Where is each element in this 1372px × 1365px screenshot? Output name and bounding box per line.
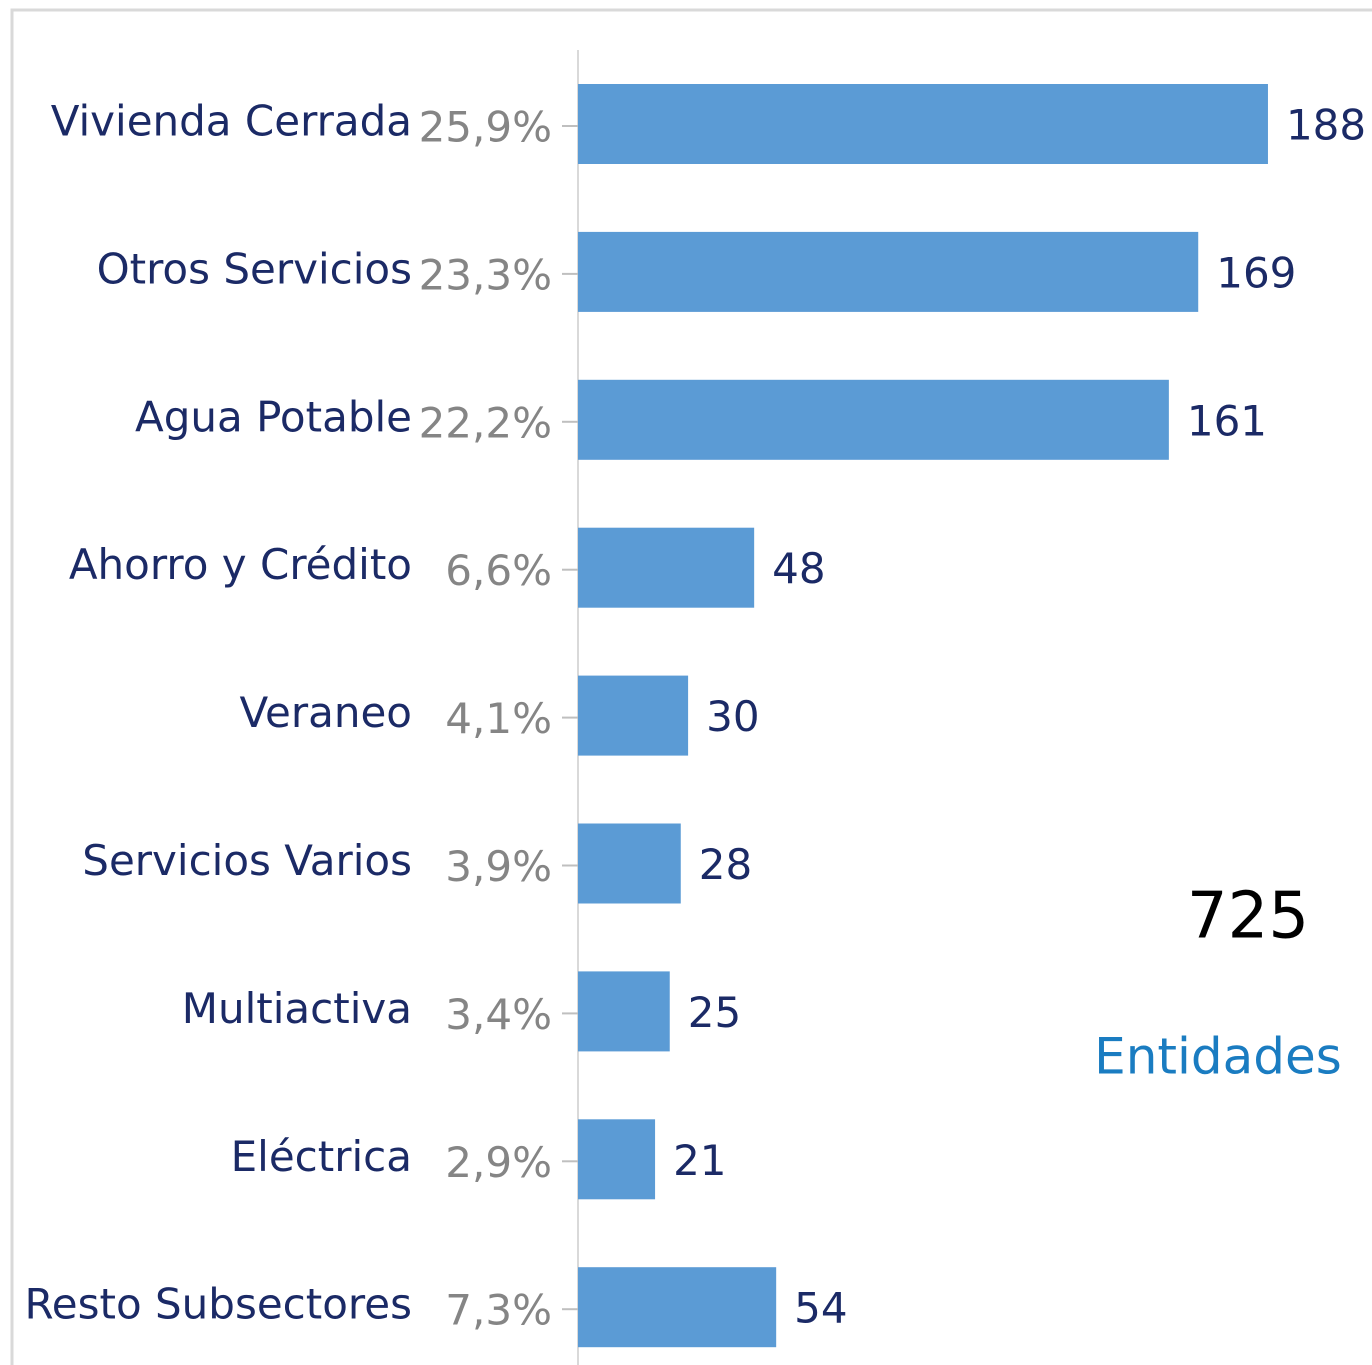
category-label: Servicios Varios <box>82 836 412 885</box>
total: 725 <box>1187 880 1309 954</box>
value-label: 48 <box>772 544 825 593</box>
percent-label: 2,9% <box>445 1138 552 1187</box>
bar <box>578 1267 777 1348</box>
value-label: 161 <box>1187 396 1267 445</box>
frame <box>10 8 1372 1365</box>
category-label: Ahorro y Crédito <box>69 540 412 589</box>
percent-label: 7,3% <box>445 1286 552 1335</box>
percent-label: 4,1% <box>445 694 552 743</box>
percent-label: 3,4% <box>445 990 552 1039</box>
value-label: 188 <box>1286 101 1366 150</box>
percent-label: 23,3% <box>419 250 552 299</box>
bar <box>578 379 1169 460</box>
bar <box>578 823 681 904</box>
value-label: 25 <box>688 988 741 1037</box>
value-label: 30 <box>706 692 759 741</box>
bar <box>578 527 755 608</box>
category-label: Resto Subsectores <box>24 1280 412 1329</box>
value-label: 21 <box>673 1136 726 1185</box>
bar <box>578 84 1268 164</box>
bar <box>578 231 1199 312</box>
value-label: 54 <box>794 1284 847 1333</box>
bar <box>578 971 670 1052</box>
value-label: 169 <box>1216 248 1296 297</box>
category-label: Vivienda Cerrada <box>51 97 412 146</box>
percent-label: 22,2% <box>419 398 552 447</box>
category-label: Veraneo <box>240 688 412 737</box>
bar <box>578 675 689 756</box>
bar <box>578 1119 656 1200</box>
category-label: Otros Servicios <box>97 244 412 293</box>
percent-label: 25,9% <box>419 103 552 152</box>
percent-label: 6,6% <box>445 546 552 595</box>
category-label: Agua Potable <box>135 392 412 441</box>
percent-label: 3,9% <box>445 842 552 891</box>
total-label: Entidades <box>1094 1028 1342 1086</box>
category-label: Eléctrica <box>231 1132 412 1181</box>
value-label: 28 <box>699 840 752 889</box>
category-label: Multiactiva <box>182 984 412 1033</box>
